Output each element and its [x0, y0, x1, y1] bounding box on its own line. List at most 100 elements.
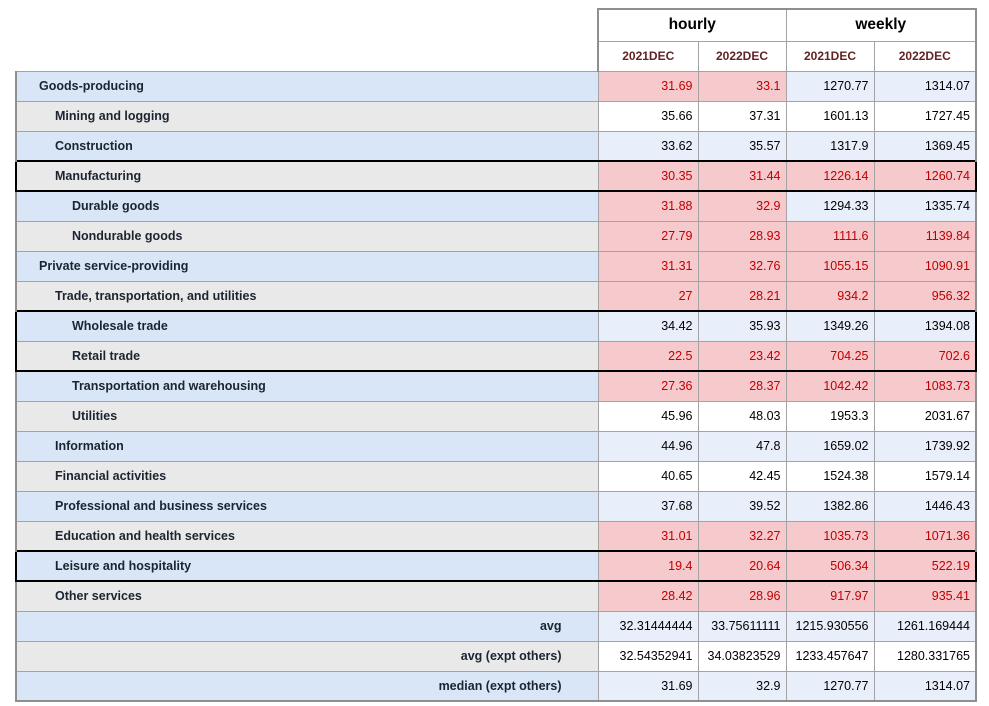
row-label-cell[interactable]: Utilities: [15, 400, 599, 432]
value-cell[interactable]: 1601.13: [785, 100, 875, 132]
value-cell[interactable]: 1226.14: [785, 160, 875, 192]
value-cell[interactable]: 31.69: [597, 670, 699, 702]
value-cell[interactable]: 1090.91: [873, 250, 977, 282]
value-cell[interactable]: 37.68: [597, 490, 699, 522]
column-header-weekly-2021dec[interactable]: 2021DEC: [785, 40, 875, 72]
value-cell[interactable]: 506.34: [785, 550, 875, 582]
value-cell[interactable]: 28.21: [697, 280, 787, 312]
value-cell[interactable]: 32.9: [697, 670, 787, 702]
row-label-cell[interactable]: Retail trade: [15, 340, 599, 372]
value-cell[interactable]: 32.9: [697, 190, 787, 222]
value-cell[interactable]: 28.42: [597, 580, 699, 612]
value-cell[interactable]: 27: [597, 280, 699, 312]
row-label-cell[interactable]: Trade, transportation, and utilities: [15, 280, 599, 312]
value-cell[interactable]: 522.19: [873, 550, 977, 582]
value-cell[interactable]: 31.01: [597, 520, 699, 552]
summary-label-cell[interactable]: avg (expt others): [15, 640, 599, 672]
row-label-cell[interactable]: Professional and business services: [15, 490, 599, 522]
value-cell[interactable]: 47.8: [697, 430, 787, 462]
value-cell[interactable]: 22.5: [597, 340, 699, 372]
value-cell[interactable]: 1280.331765: [873, 640, 977, 672]
value-cell[interactable]: 33.1: [697, 70, 787, 102]
value-cell[interactable]: 45.96: [597, 400, 699, 432]
row-label-cell[interactable]: Other services: [15, 580, 599, 612]
value-cell[interactable]: 1579.14: [873, 460, 977, 492]
value-cell[interactable]: 1071.36: [873, 520, 977, 552]
value-cell[interactable]: 934.2: [785, 280, 875, 312]
row-label-cell[interactable]: Information: [15, 430, 599, 462]
value-cell[interactable]: 1083.73: [873, 370, 977, 402]
value-cell[interactable]: 19.4: [597, 550, 699, 582]
value-cell[interactable]: 35.57: [697, 130, 787, 162]
row-label-cell[interactable]: Nondurable goods: [15, 220, 599, 252]
value-cell[interactable]: 1382.86: [785, 490, 875, 522]
value-cell[interactable]: 1260.74: [873, 160, 977, 192]
row-label-cell[interactable]: Transportation and warehousing: [15, 370, 599, 402]
value-cell[interactable]: 1035.73: [785, 520, 875, 552]
value-cell[interactable]: 28.96: [697, 580, 787, 612]
value-cell[interactable]: 31.88: [597, 190, 699, 222]
value-cell[interactable]: 39.52: [697, 490, 787, 522]
value-cell[interactable]: 704.25: [785, 340, 875, 372]
value-cell[interactable]: 1739.92: [873, 430, 977, 462]
value-cell[interactable]: 1233.457647: [785, 640, 875, 672]
summary-label-cell[interactable]: median (expt others): [15, 670, 599, 702]
value-cell[interactable]: 1953.3: [785, 400, 875, 432]
value-cell[interactable]: 35.66: [597, 100, 699, 132]
value-cell[interactable]: 20.64: [697, 550, 787, 582]
value-cell[interactable]: 32.27: [697, 520, 787, 552]
value-cell[interactable]: 32.31444444: [597, 610, 699, 642]
value-cell[interactable]: 28.37: [697, 370, 787, 402]
column-header-hourly-2021dec[interactable]: 2021DEC: [597, 40, 699, 72]
value-cell[interactable]: 27.36: [597, 370, 699, 402]
value-cell[interactable]: 34.42: [597, 310, 699, 342]
row-label-cell[interactable]: Mining and logging: [15, 100, 599, 132]
value-cell[interactable]: 1335.74: [873, 190, 977, 222]
value-cell[interactable]: 1659.02: [785, 430, 875, 462]
value-cell[interactable]: 31.44: [697, 160, 787, 192]
value-cell[interactable]: 1317.9: [785, 130, 875, 162]
value-cell[interactable]: 1270.77: [785, 670, 875, 702]
value-cell[interactable]: 935.41: [873, 580, 977, 612]
row-label-cell[interactable]: Leisure and hospitality: [15, 550, 599, 582]
value-cell[interactable]: 1139.84: [873, 220, 977, 252]
row-label-cell[interactable]: Financial activities: [15, 460, 599, 492]
value-cell[interactable]: 956.32: [873, 280, 977, 312]
value-cell[interactable]: 32.76: [697, 250, 787, 282]
value-cell[interactable]: 40.65: [597, 460, 699, 492]
value-cell[interactable]: 28.93: [697, 220, 787, 252]
value-cell[interactable]: 1349.26: [785, 310, 875, 342]
value-cell[interactable]: 1727.45: [873, 100, 977, 132]
value-cell[interactable]: 1055.15: [785, 250, 875, 282]
value-cell[interactable]: 1270.77: [785, 70, 875, 102]
value-cell[interactable]: 1215.930556: [785, 610, 875, 642]
row-label-cell[interactable]: Education and health services: [15, 520, 599, 552]
column-header-hourly-2022dec[interactable]: 2022DEC: [697, 40, 787, 72]
column-group-weekly[interactable]: weekly: [785, 8, 977, 42]
value-cell[interactable]: 917.97: [785, 580, 875, 612]
value-cell[interactable]: 42.45: [697, 460, 787, 492]
value-cell[interactable]: 1111.6: [785, 220, 875, 252]
value-cell[interactable]: 1294.33: [785, 190, 875, 222]
value-cell[interactable]: 30.35: [597, 160, 699, 192]
value-cell[interactable]: 32.54352941: [597, 640, 699, 672]
row-label-cell[interactable]: Goods-producing: [15, 70, 599, 102]
value-cell[interactable]: 31.69: [597, 70, 699, 102]
value-cell[interactable]: 44.96: [597, 430, 699, 462]
value-cell[interactable]: 1261.169444: [873, 610, 977, 642]
value-cell[interactable]: 1314.07: [873, 670, 977, 702]
row-label-cell[interactable]: Wholesale trade: [15, 310, 599, 342]
row-label-cell[interactable]: Construction: [15, 130, 599, 162]
value-cell[interactable]: 31.31: [597, 250, 699, 282]
row-label-cell[interactable]: Manufacturing: [15, 160, 599, 192]
value-cell[interactable]: 35.93: [697, 310, 787, 342]
value-cell[interactable]: 33.62: [597, 130, 699, 162]
value-cell[interactable]: 702.6: [873, 340, 977, 372]
value-cell[interactable]: 1369.45: [873, 130, 977, 162]
summary-label-cell[interactable]: avg: [15, 610, 599, 642]
row-label-cell[interactable]: Private service-providing: [15, 250, 599, 282]
value-cell[interactable]: 27.79: [597, 220, 699, 252]
row-label-cell[interactable]: Durable goods: [15, 190, 599, 222]
value-cell[interactable]: 37.31: [697, 100, 787, 132]
value-cell[interactable]: 48.03: [697, 400, 787, 432]
